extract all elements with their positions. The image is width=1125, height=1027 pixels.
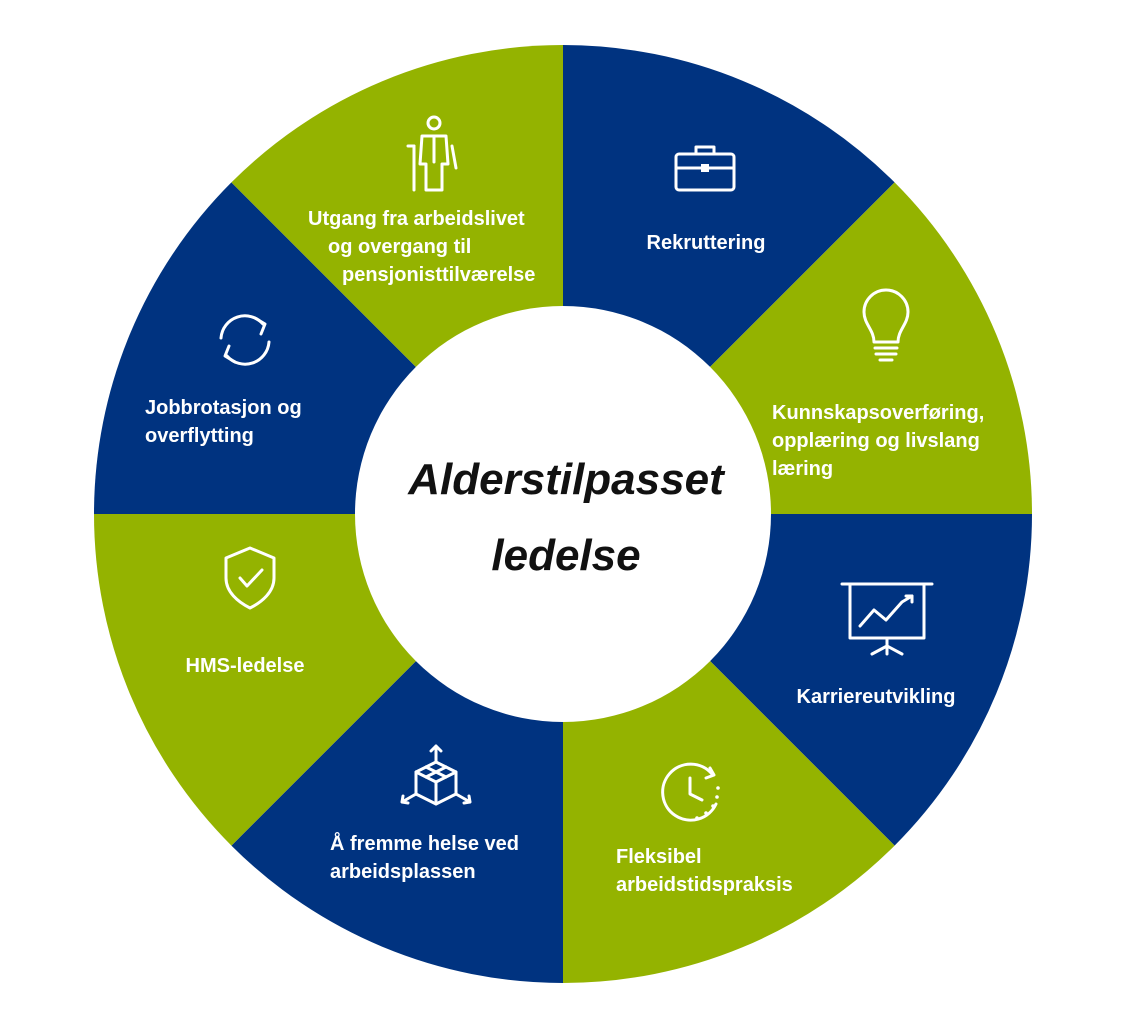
label-flexible: Fleksibel arbeidstidspraksis	[616, 846, 793, 896]
refresh-icon	[219, 314, 271, 366]
elderly-person-icon	[406, 115, 458, 192]
shield-check-icon	[224, 546, 276, 610]
presentation-chart-icon	[840, 582, 934, 656]
center-title-line1: Alderstilpasset	[407, 455, 726, 504]
label-rotation: Jobbrotasjon og overflytting	[145, 397, 307, 447]
label-knowledge: Kunnskapsoverføring, opplæring og livsla…	[772, 402, 990, 480]
briefcase-icon	[674, 145, 736, 192]
label-exit: Utgang fra arbeidslivet og overgang til …	[308, 208, 535, 286]
label-health: Å fremme helse ved arbeidsplassen	[330, 831, 525, 883]
center-hub	[355, 306, 771, 722]
center-title-line2: ledelse	[491, 531, 640, 580]
lightbulb-icon	[862, 288, 910, 362]
cube-arrows-icon	[400, 744, 472, 806]
label-career: Karriereutvikling	[797, 686, 956, 708]
label-recruitment: Rekruttering	[647, 232, 766, 254]
clock-icon	[661, 762, 720, 822]
label-hms: HMS-ledelse	[186, 655, 305, 677]
